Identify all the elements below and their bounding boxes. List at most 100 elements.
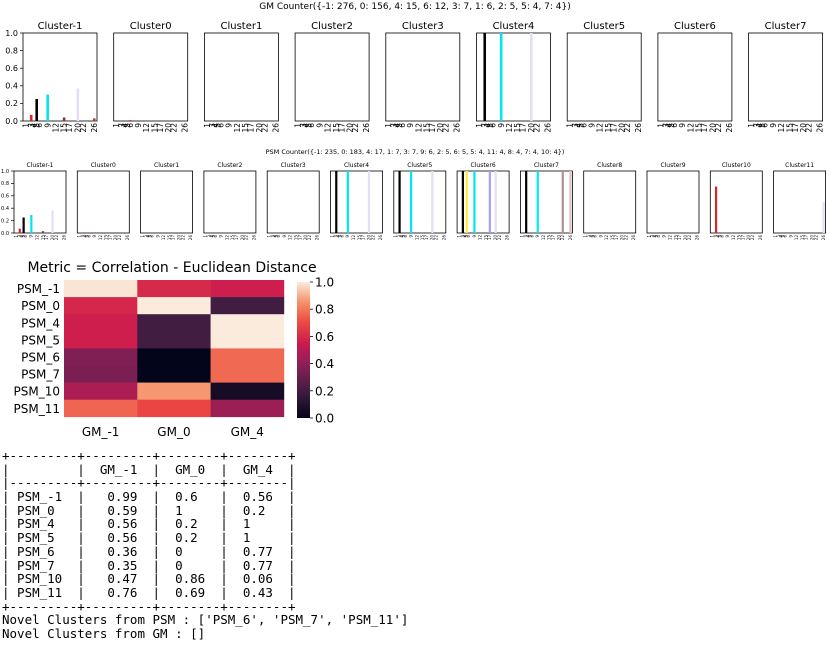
x-tick-label: 15 <box>332 123 341 133</box>
heatmap-cell <box>210 280 285 298</box>
bar-x5 <box>22 217 25 233</box>
x-tick-label: 9 <box>43 123 52 128</box>
subplot-title: Cluster6 <box>674 21 716 32</box>
console-line: | PSM_5 | 0.56 | 0.2 | 1 | <box>2 530 296 546</box>
x-tick-label: 12 <box>324 123 333 133</box>
x-tick-label: 17 <box>171 235 176 241</box>
x-tick-label: 12 <box>52 123 61 133</box>
x-tick-label: 12 <box>414 123 423 133</box>
heatmap-row-label: PSM_10 <box>14 385 60 399</box>
heatmap-cell <box>210 331 285 349</box>
bar-x15 <box>41 231 44 233</box>
x-tick-label: 26 <box>362 123 371 133</box>
bar-x9 <box>536 171 539 233</box>
bar-x9 <box>410 171 413 233</box>
heatmap-row-label: PSM_11 <box>14 402 60 416</box>
subplot-title: Cluster3 <box>402 21 444 32</box>
bar-x3 <box>714 186 718 233</box>
x-tick-label: 4 <box>82 235 87 238</box>
subplot-title: Cluster2 <box>311 21 353 32</box>
x-tick-label: 20 <box>164 123 173 133</box>
y-tick-label: 0.0 <box>1 231 9 237</box>
x-tick-label: 6 <box>403 235 408 238</box>
x-tick-label: 26 <box>634 123 643 133</box>
heatmap-cell <box>64 280 138 298</box>
heatmap-row-label: PSM_-1 <box>17 282 60 296</box>
x-tick-label: 6 <box>213 235 218 238</box>
heatmap-cell <box>64 331 138 349</box>
x-tick-label: 4 <box>336 235 341 238</box>
x-tick-label: 22 <box>117 235 122 241</box>
x-tick-label: 4 <box>302 123 311 128</box>
console-line: | PSM_-1 | 0.99 | 0.6 | 0.56 | <box>2 489 296 505</box>
x-tick-label: 4 <box>779 235 784 238</box>
heatmap-cell <box>137 331 211 349</box>
x-tick-label: 15 <box>230 235 235 241</box>
x-tick-label: 20 <box>620 235 625 241</box>
x-tick-label: 20 <box>73 123 82 133</box>
x-tick-label: 20 <box>810 235 815 241</box>
x-tick-label: 5 <box>395 123 404 128</box>
x-tick-label: 4 <box>526 235 531 238</box>
subplot-title: Cluster1 <box>154 162 179 169</box>
x-tick-label: 4 <box>462 235 467 238</box>
x-tick-label: 17 <box>428 123 437 133</box>
bar-x20 <box>76 88 80 121</box>
x-tick-label: 26 <box>315 235 320 241</box>
x-tick-label: 26 <box>725 123 734 133</box>
x-tick-label: 17 <box>107 235 112 241</box>
x-tick-label: 17 <box>551 235 556 241</box>
x-tick-label: 5 <box>338 235 343 238</box>
subplot-frame <box>22 32 98 122</box>
bar-x3 <box>398 171 401 233</box>
x-tick-label: 1 <box>456 235 461 238</box>
x-tick-label: 20 <box>430 235 435 241</box>
x-tick-label: 12 <box>98 235 103 241</box>
x-tick-label: 9 <box>282 235 287 238</box>
x-tick-label: 26 <box>758 235 763 241</box>
x-tick-label: 1 <box>267 235 272 238</box>
correlation-heatmap: PSM_-1 PSM_0 PSM_4 PSM_5 PSM_6 PSM_7 PSM_10 PSM… <box>14 276 335 440</box>
x-tick-label: 15 <box>293 235 298 241</box>
x-tick-label: 15 <box>357 235 362 241</box>
heatmap-cell <box>210 297 285 315</box>
x-tick-label: 3 <box>777 235 782 238</box>
x-tick-label: 6 <box>489 123 498 128</box>
x-tick-label: 5 <box>304 123 313 128</box>
figure-canvas: GM Counter({-1: 276, 0: 156, 4: 15, 6: 1… <box>1 2 826 440</box>
console-output: +---------+---------+--------+--------+ |… <box>2 449 408 641</box>
bar-x5 <box>465 171 468 233</box>
heatmap-cell <box>64 348 138 366</box>
x-tick-label: 9 <box>788 235 793 238</box>
y-tick-label: 0.2 <box>1 218 9 224</box>
bar-x3 <box>461 171 464 233</box>
subplot-frame <box>566 32 642 122</box>
x-tick-label: 20 <box>493 235 498 241</box>
x-tick-label: 9 <box>472 235 477 238</box>
subplot-frame <box>657 32 733 122</box>
console-line: | PSM_6 | 0.36 | 0 | 0.77 | <box>2 543 296 559</box>
subplot-title: Cluster4 <box>344 162 369 169</box>
x-tick-label: 6 <box>529 235 534 238</box>
x-tick-label: 17 <box>297 235 302 241</box>
subplot-frame <box>646 170 700 234</box>
console-line: | | GM_-1 | GM_0 | GM_4 | <box>2 461 296 477</box>
y-tick-label: 0.4 <box>1 206 9 212</box>
psm-counter-title: PSM Counter({-1: 235, 0: 183, 4: 17, 1: … <box>266 148 565 156</box>
x-tick-label: 17 <box>424 235 429 241</box>
x-tick-label: 9 <box>406 123 415 128</box>
x-tick-label: 26 <box>61 235 66 241</box>
x-tick-label: 26 <box>90 123 99 133</box>
x-tick-label: 9 <box>662 235 667 238</box>
x-tick-label: 4 <box>399 235 404 238</box>
x-tick-label: 20 <box>708 123 717 133</box>
subplot-frame <box>294 32 370 122</box>
bar-x9 <box>30 215 33 233</box>
x-tick-label: 6 <box>761 123 770 128</box>
x-tick-label: 12 <box>35 235 40 241</box>
y-tick-label: 1.0 <box>1 169 9 175</box>
